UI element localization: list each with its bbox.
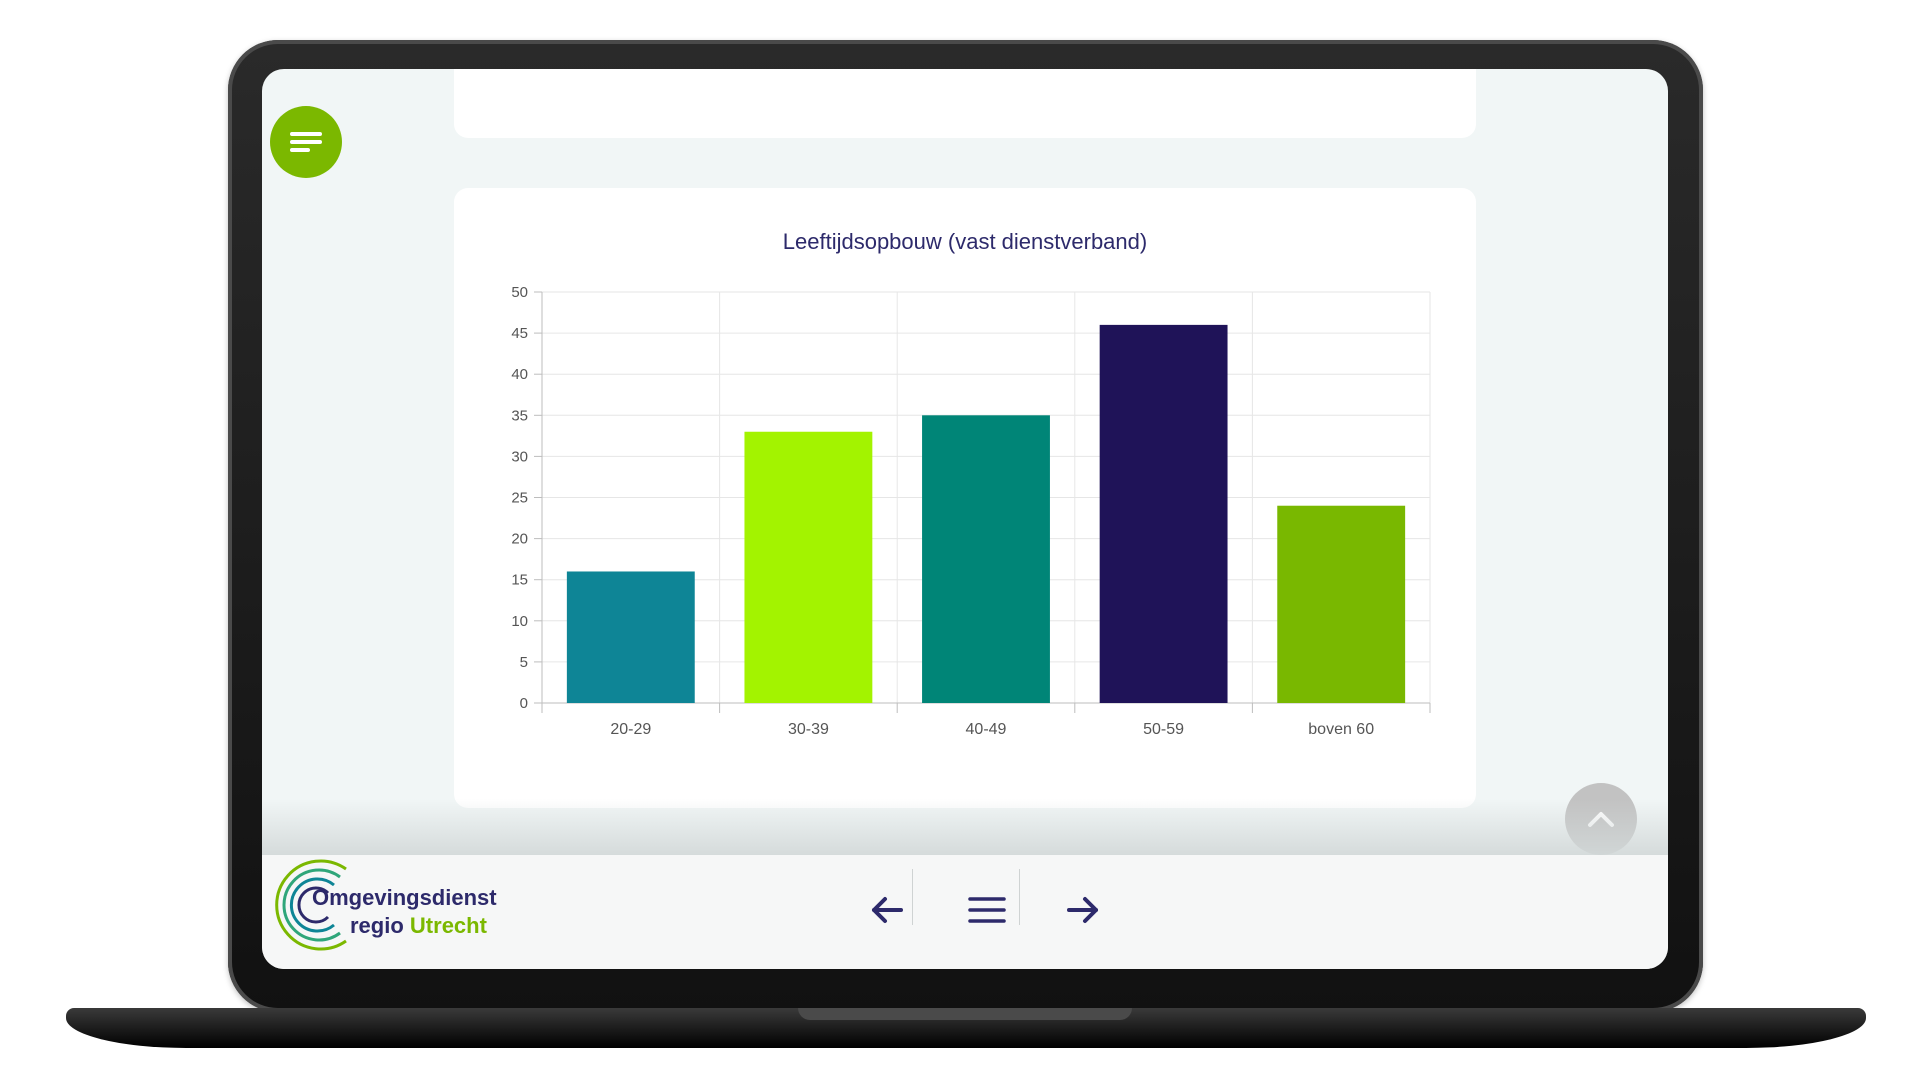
chart-card: Leeftijdsopbouw (vast dienstverband) 0 5 1… (454, 188, 1476, 808)
chart-title: Leeftijdsopbouw (vast dienstverband) (782, 229, 1148, 254)
y-tick-label: 10 (511, 613, 528, 630)
y-tick-label: 5 (520, 654, 528, 671)
y-tick-label: 20 (511, 531, 528, 548)
menu-lines-icon (290, 132, 322, 152)
y-tick-label: 50 (511, 284, 528, 301)
logo-text-line2: regio Utrecht (350, 913, 487, 939)
logo-text-line1: Omgevingsdienst (312, 885, 497, 910)
x-tick-label: 30-39 (788, 721, 829, 738)
bar-chart: 0 5 10 15 20 25 30 35 40 45 50 20-29 30-39 40-49 50-59… (511, 284, 1431, 738)
prev-page-button[interactable] (857, 883, 917, 937)
y-tick-label: 45 (511, 325, 528, 342)
menu-button[interactable] (270, 106, 342, 178)
arrow-right-icon (1067, 897, 1098, 923)
bar-boven-60 (1277, 505, 1406, 703)
x-tick-label: 50-59 (1143, 721, 1184, 738)
bottom-fade (262, 799, 1668, 855)
nav-divider (1019, 869, 1020, 925)
bottom-bar: Omgevingsdienst regio Utrecht (262, 855, 1668, 969)
content-card-top (454, 69, 1476, 138)
x-tick-label: 20-29 (610, 721, 651, 738)
y-tick-label: 35 (511, 407, 528, 424)
y-tick-label: 15 (511, 572, 528, 589)
app-screen: Leeftijdsopbouw (vast dienstverband) 0 5 1… (262, 69, 1668, 969)
x-tick-label: 40-49 (966, 721, 1007, 738)
bar-30-39 (744, 431, 873, 703)
bar-50-59 (1099, 324, 1228, 703)
logo-text-utrecht: Utrecht (409, 913, 487, 938)
bar-40-49 (922, 415, 1050, 703)
menu-overview-button[interactable] (957, 883, 1017, 937)
next-page-button[interactable] (1053, 883, 1113, 937)
logo-text-regio: regio (350, 913, 404, 938)
nav-divider (912, 869, 913, 925)
y-tick-label: 0 (520, 695, 528, 712)
y-tick-label: 40 (511, 366, 528, 383)
y-tick-label: 25 (511, 490, 528, 507)
y-tick-label: 30 (511, 448, 528, 465)
x-tick-label: boven 60 (1308, 721, 1374, 738)
arrow-left-icon (872, 897, 903, 923)
logo: Omgevingsdienst regio Utrecht (268, 855, 528, 955)
laptop-notch (798, 1008, 1132, 1020)
hamburger-icon (968, 897, 1006, 923)
logo-rings-icon (275, 859, 347, 951)
bar-20-29 (566, 571, 695, 703)
